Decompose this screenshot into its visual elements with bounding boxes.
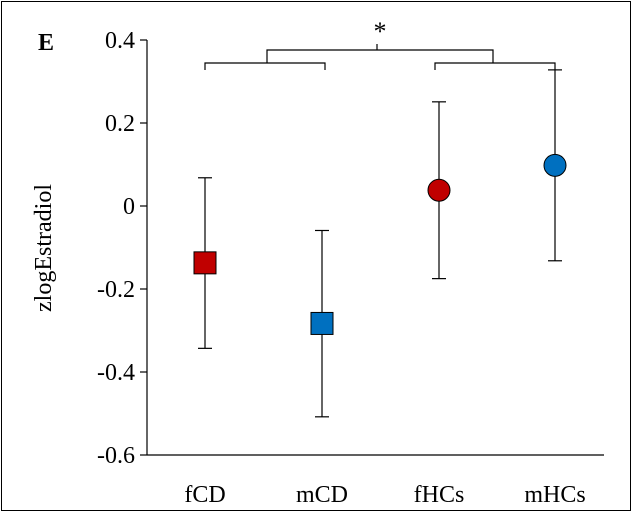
x-tick-label: fCD [184,482,225,508]
significance-star: * [374,17,387,46]
y-axis-title: zlogEstradiol [31,184,57,312]
y-ticks: 0.4 0.2 0 -0.2 -0.4 -0.6 [97,28,147,469]
significance-bracket-line [204,44,556,70]
error-bars [198,69,562,418]
y-tick-label: 0.4 [105,28,135,54]
x-tick-labels: fCD mCD fHCs mHCs [184,482,585,508]
significance-bracket: * [204,17,556,70]
y-tick-label: -0.6 [97,443,135,469]
x-tick-label: mHCs [524,482,585,508]
y-tick-label: 0 [123,194,135,220]
marker-fCD [193,251,217,275]
x-tick-label: mCD [296,482,348,508]
y-tick-label: 0.2 [105,111,135,137]
x-tick-label: fHCs [414,482,465,508]
y-tick-label: -0.2 [97,277,135,303]
marker-mCD [310,311,334,335]
marker-mHCs [543,153,567,177]
marker-fHCs [427,178,451,202]
y-tick-label: -0.4 [97,360,135,386]
data-markers [193,153,567,335]
panel-letter: E [38,30,54,56]
